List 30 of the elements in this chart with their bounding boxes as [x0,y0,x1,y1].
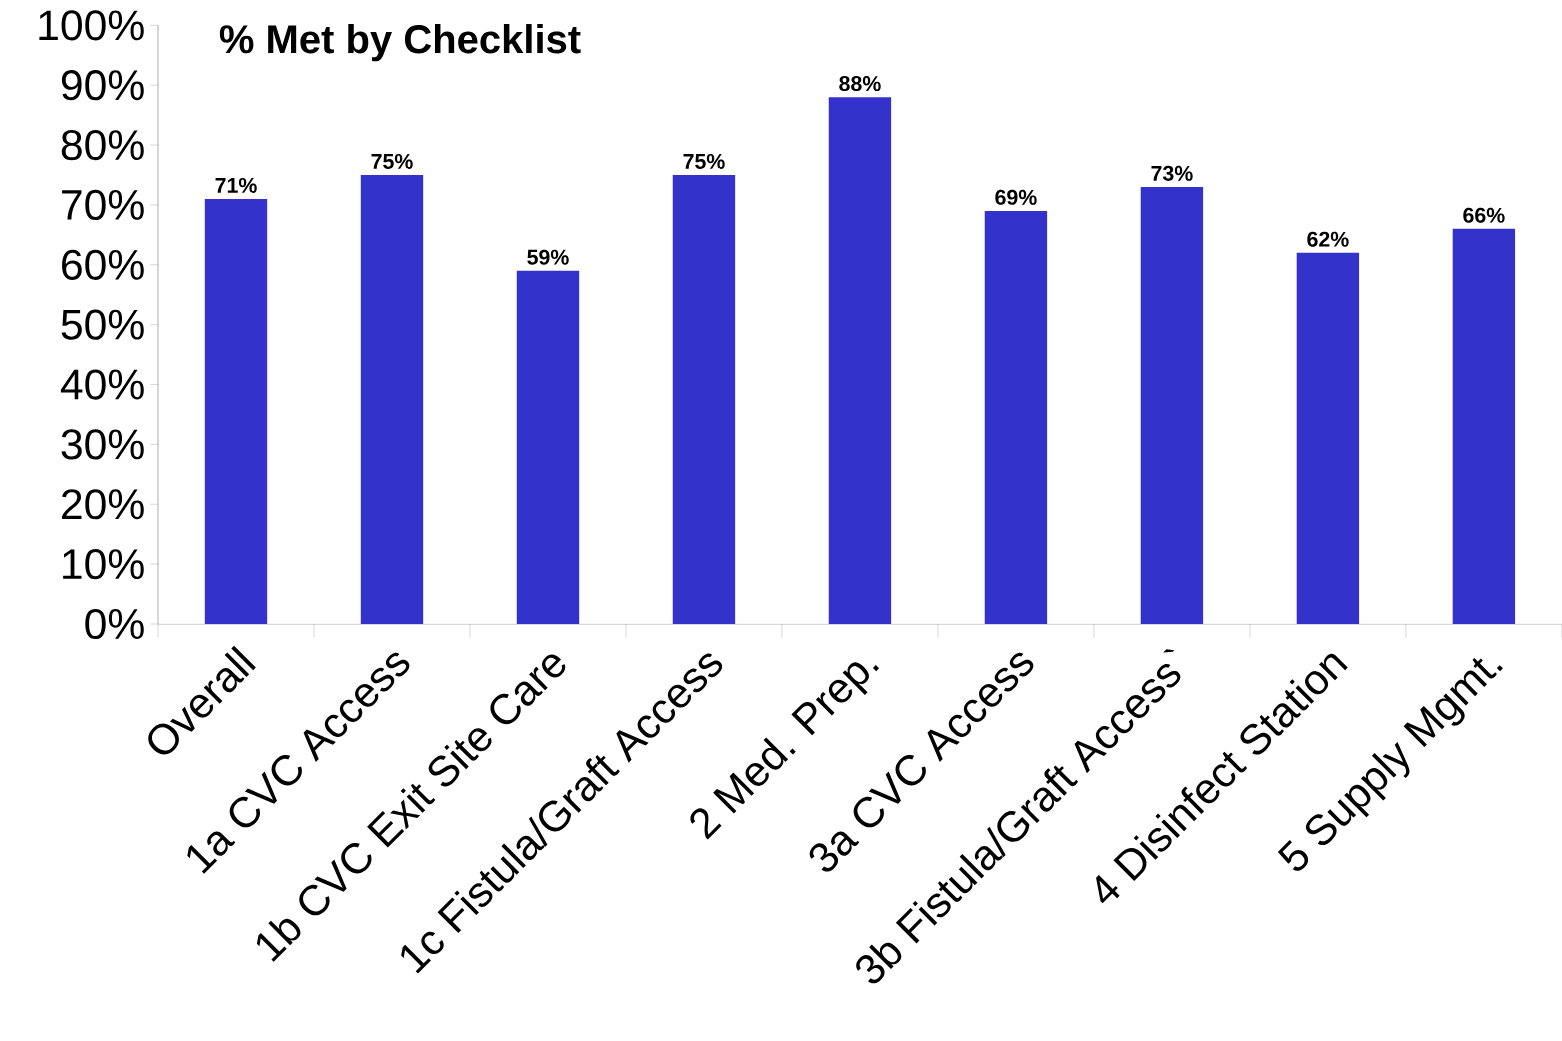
bar [360,174,424,624]
chart-title: % Met by Checklist [219,24,581,62]
y-tick-label: 80% [61,129,144,161]
y-tick-label: 50% [61,309,144,340]
y-tick-label: 70% [62,189,144,221]
bar [828,97,892,624]
y-tick-label: 20% [62,489,144,520]
data-label: 73% [1151,165,1193,181]
data-label: 66% [1463,207,1505,223]
data-label: 75% [683,153,725,169]
bar [984,210,1048,624]
y-tick-label: 30% [61,429,144,460]
y-tick-label: 100% [39,10,144,41]
bar [204,198,268,624]
data-label: 75% [371,153,413,169]
bar [1296,252,1360,624]
data-label: 88% [839,76,881,92]
data-label: 69% [995,189,1037,205]
y-tick-label: 90% [61,70,144,101]
bar [672,174,736,624]
y-tick-label: 60% [62,249,144,280]
data-label: 71% [215,177,257,193]
y-tick-label: 10% [63,549,144,580]
bar [1140,186,1204,624]
y-tick-label: 0% [85,608,144,640]
data-label: 62% [1307,231,1349,247]
bar [516,270,580,624]
data-label: 59% [527,249,569,265]
bar [1452,228,1516,624]
y-tick-label: 40% [60,369,144,400]
